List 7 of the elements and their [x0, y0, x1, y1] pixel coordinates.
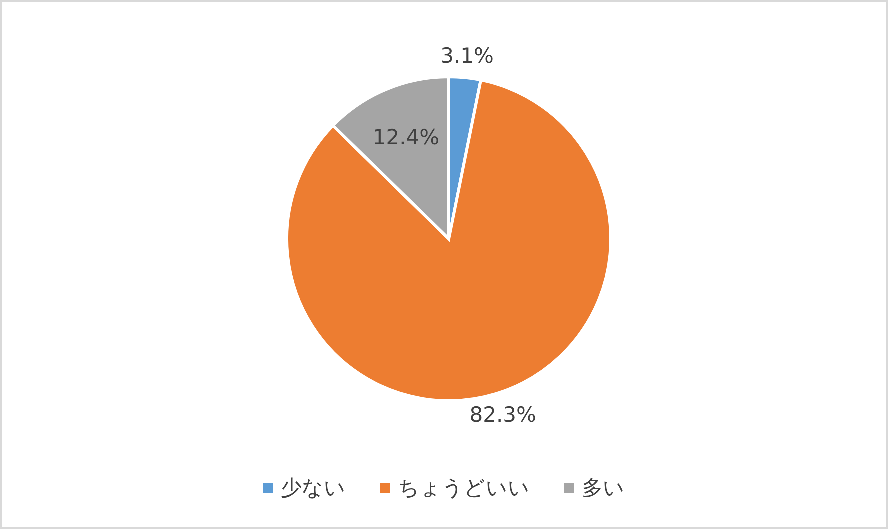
legend-label: 多い [582, 475, 625, 502]
legend-label: 少ない [281, 475, 346, 502]
data-label: 82.3% [470, 402, 537, 427]
data-label: 12.4% [372, 125, 440, 150]
pie-slice [286, 78, 612, 402]
data-label: 3.1% [440, 44, 494, 68]
legend-label: ちょうどいい [398, 475, 530, 502]
